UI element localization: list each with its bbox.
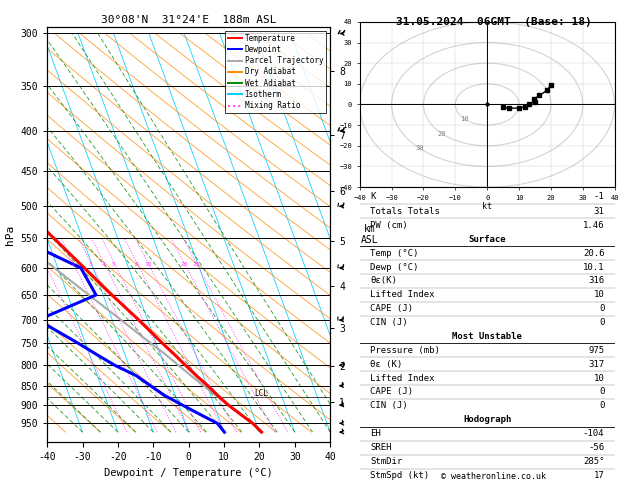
Y-axis label: km
ASL: km ASL [361,224,379,245]
Y-axis label: hPa: hPa [5,225,15,244]
Text: Temp (°C): Temp (°C) [370,249,418,258]
Text: © weatheronline.co.uk: © weatheronline.co.uk [442,472,546,481]
X-axis label: Dewpoint / Temperature (°C): Dewpoint / Temperature (°C) [104,468,273,478]
Text: -104: -104 [583,429,604,438]
Text: CIN (J): CIN (J) [370,401,408,410]
Text: CAPE (J): CAPE (J) [370,304,413,313]
Text: 0: 0 [599,318,604,327]
Text: θε (K): θε (K) [370,360,402,369]
Text: Dewp (°C): Dewp (°C) [370,262,418,272]
Text: K: K [370,192,376,201]
Text: 10: 10 [594,290,604,299]
Text: 10: 10 [460,116,469,122]
Text: CIN (J): CIN (J) [370,318,408,327]
Text: 4: 4 [102,262,106,267]
Text: Surface: Surface [469,235,506,244]
Text: 10.1: 10.1 [583,262,604,272]
Text: 0: 0 [599,387,604,397]
Text: -56: -56 [588,443,604,452]
Text: Lifted Index: Lifted Index [370,290,435,299]
Text: Pressure (mb): Pressure (mb) [370,346,440,355]
Text: 8: 8 [135,262,138,267]
Legend: Temperature, Dewpoint, Parcel Trajectory, Dry Adiabat, Wet Adiabat, Isotherm, Mi: Temperature, Dewpoint, Parcel Trajectory… [225,31,326,113]
Text: 2: 2 [71,262,75,267]
Text: 975: 975 [588,346,604,355]
Text: 5: 5 [112,262,116,267]
Text: 317: 317 [588,360,604,369]
Text: 30: 30 [415,145,424,151]
Text: 1.46: 1.46 [583,221,604,230]
Text: CAPE (J): CAPE (J) [370,387,413,397]
Text: 316: 316 [588,277,604,285]
Text: 10: 10 [144,262,152,267]
Text: 0: 0 [599,401,604,410]
Title: 30°08'N  31°24'E  188m ASL: 30°08'N 31°24'E 188m ASL [101,15,277,25]
Text: 20: 20 [438,131,447,137]
Text: Totals Totals: Totals Totals [370,207,440,215]
Text: -1: -1 [594,192,604,201]
Text: StmDir: StmDir [370,457,402,466]
Text: 25: 25 [192,262,199,267]
Text: 31.05.2024  06GMT  (Base: 18): 31.05.2024 06GMT (Base: 18) [396,17,592,27]
Text: 31: 31 [594,207,604,215]
Text: Hodograph: Hodograph [463,416,511,424]
Text: LCL: LCL [253,389,268,399]
Text: 285°: 285° [583,457,604,466]
Text: 10: 10 [594,374,604,382]
Text: PW (cm): PW (cm) [370,221,408,230]
Text: StmSpd (kt): StmSpd (kt) [370,471,429,480]
Text: Most Unstable: Most Unstable [452,332,522,341]
Text: EH: EH [370,429,381,438]
Text: SREH: SREH [370,443,391,452]
Text: 20.6: 20.6 [583,249,604,258]
Text: 17: 17 [594,471,604,480]
Text: 3: 3 [89,262,92,267]
Text: 0: 0 [599,304,604,313]
Text: Lifted Index: Lifted Index [370,374,435,382]
Text: 20: 20 [180,262,187,267]
Text: θε(K): θε(K) [370,277,397,285]
X-axis label: kt: kt [482,202,492,211]
